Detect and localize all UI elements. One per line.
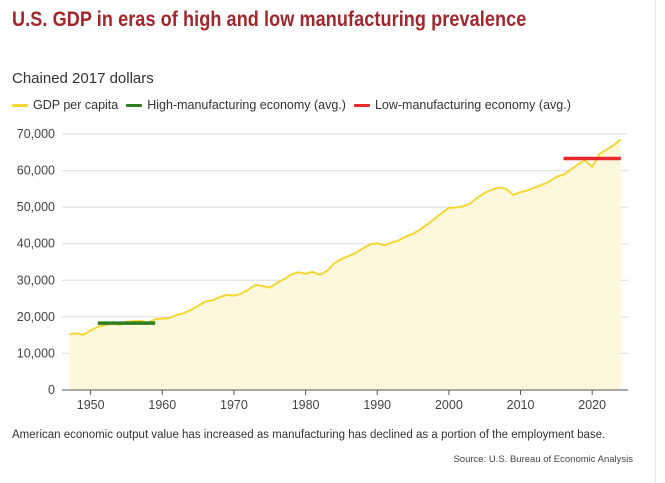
- legend-label-high-manufacturing: High-manufacturing economy (avg.): [147, 98, 346, 112]
- legend-item-high-manufacturing: High-manufacturing economy (avg.): [126, 98, 346, 112]
- x-tick-label: 2020: [578, 398, 606, 412]
- legend-label-gdp: GDP per capita: [33, 98, 119, 112]
- x-tick-label: 1970: [220, 398, 248, 412]
- legend-label-low-manufacturing: Low-manufacturing economy (avg.): [374, 98, 571, 112]
- legend-swatch-high-manufacturing: [126, 103, 143, 107]
- chart-source: Source: U.S. Bureau of Economic Analysis: [453, 454, 633, 465]
- y-tick-label: 20,000: [17, 310, 55, 324]
- legend-item-gdp: GDP per capita: [12, 98, 118, 112]
- x-tick-label: 2010: [507, 398, 535, 412]
- y-tick-label: 40,000: [17, 237, 55, 251]
- chart-legend: GDP per capita High-manufacturing econom…: [12, 98, 579, 112]
- y-tick-label: 70,000: [17, 127, 55, 141]
- gdp-area-fill: [69, 139, 621, 390]
- y-tick-label: 0: [48, 383, 55, 397]
- x-tick-label: 1980: [292, 398, 320, 412]
- y-tick-label: 10,000: [17, 346, 55, 360]
- y-tick-label: 30,000: [17, 273, 55, 287]
- x-tick-label: 2000: [435, 398, 463, 412]
- legend-swatch-low-manufacturing: [353, 103, 370, 107]
- x-tick-label: 1950: [77, 398, 105, 412]
- chart-footnote: American economic output value has incre…: [12, 429, 606, 441]
- x-tick-label: 1960: [148, 398, 176, 412]
- legend-item-low-manufacturing: Low-manufacturing economy (avg.): [353, 98, 571, 112]
- gdp-per-capita-line: [69, 138, 622, 336]
- chart-subtitle: Chained 2017 dollars: [12, 70, 154, 87]
- legend-swatch-gdp: [12, 103, 28, 107]
- chart-title: U.S. GDP in eras of high and low manufac…: [12, 8, 527, 31]
- y-tick-label: 60,000: [17, 164, 55, 178]
- x-tick-label: 1990: [363, 398, 391, 412]
- y-tick-label: 50,000: [17, 200, 55, 214]
